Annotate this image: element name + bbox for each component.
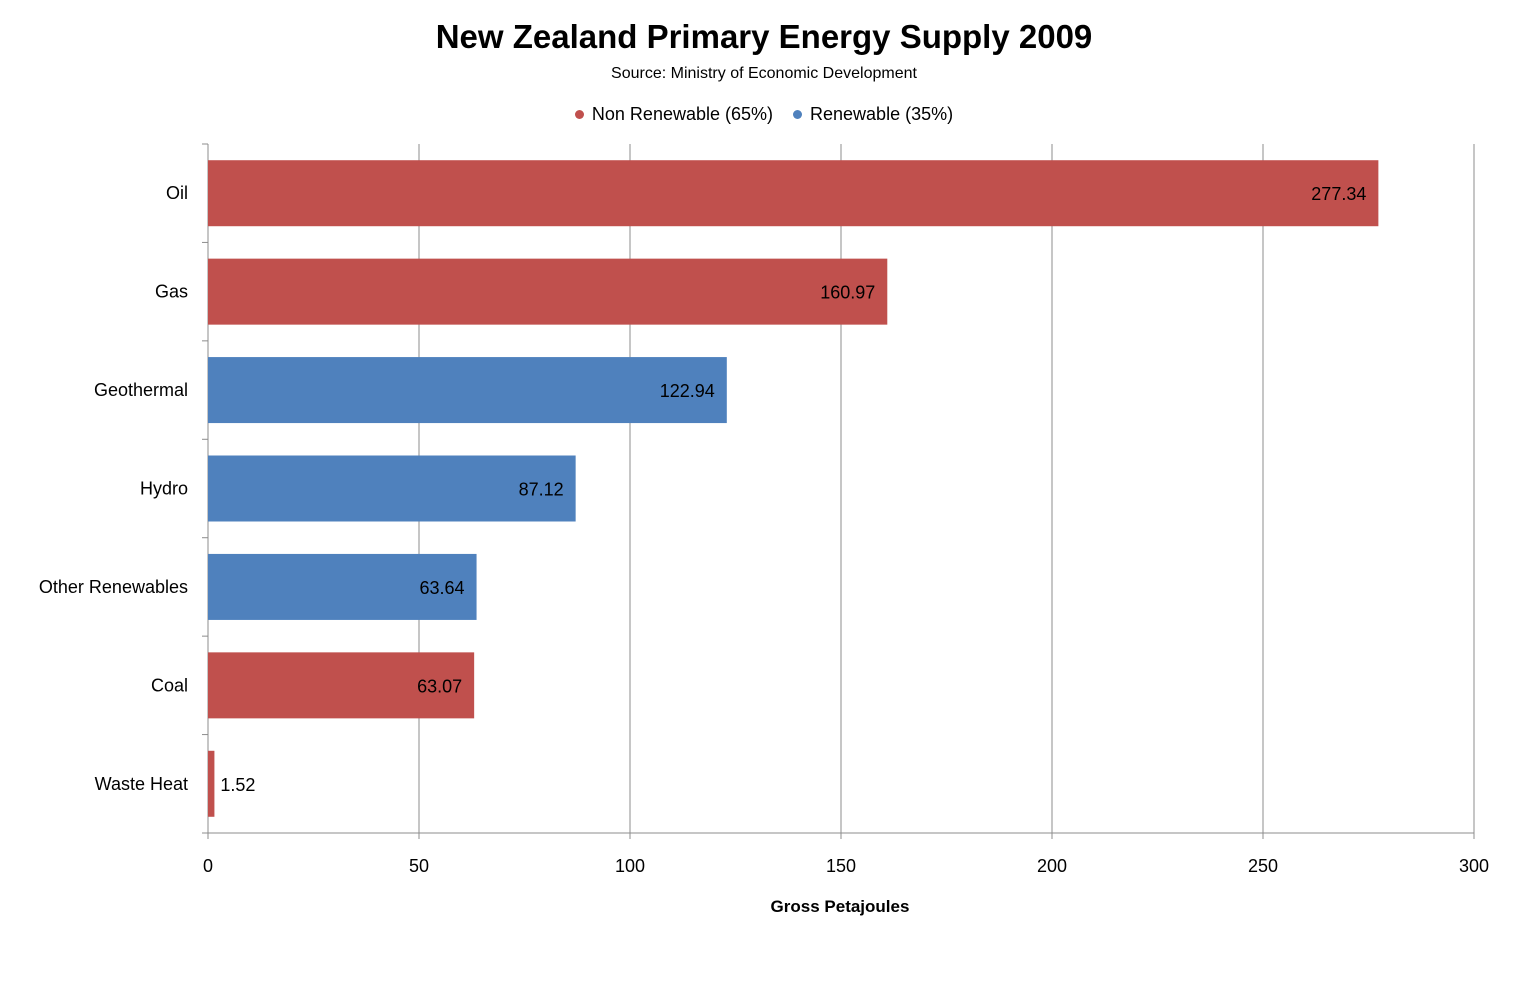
legend-label-renewable: Renewable (35%) — [810, 104, 954, 124]
category-label-oil: Oil — [166, 183, 188, 203]
data-label-other-renewables: 63.64 — [420, 578, 465, 598]
legend-item-renewable: Renewable (35%) — [793, 104, 953, 125]
data-label-oil: 277.34 — [1311, 184, 1366, 204]
data-label-gas: 160.97 — [820, 283, 875, 303]
legend-swatch-non-renewable — [574, 110, 584, 119]
bar-geothermal — [208, 357, 727, 424]
x-tick-label: 100 — [615, 856, 645, 876]
bar-gas — [208, 258, 888, 325]
data-label-waste-heat: 1.52 — [220, 775, 255, 795]
category-label-coal: Coal — [151, 675, 188, 695]
x-tick-label: 300 — [1459, 856, 1489, 876]
category-label-waste-heat: Waste Heat — [95, 774, 188, 794]
data-label-geothermal: 122.94 — [660, 381, 715, 401]
bar-waste-heat — [208, 750, 215, 817]
x-tick-label: 250 — [1248, 856, 1278, 876]
bar-hydro — [208, 455, 576, 522]
bar-coal — [208, 652, 475, 719]
bar-other-renewables — [208, 553, 477, 620]
legend: Non Renewable (65%) Renewable (35%) — [0, 104, 1528, 125]
data-label-hydro: 87.12 — [519, 480, 564, 500]
data-label-coal: 63.07 — [417, 676, 462, 696]
legend-item-non-renewable: Non Renewable (65%) — [574, 104, 774, 125]
legend-label-non-renewable: Non Renewable (65%) — [591, 104, 774, 124]
chart-title: New Zealand Primary Energy Supply 2009 — [435, 18, 1093, 55]
chart-subtitle: Source: Ministry of Economic Development — [611, 65, 917, 82]
x-tick-label: 150 — [826, 856, 856, 876]
category-label-hydro: Hydro — [140, 479, 188, 499]
x-axis-label: Gross Petajoules — [770, 897, 910, 916]
x-tick-label: 50 — [409, 856, 429, 876]
x-tick-label: 200 — [1037, 856, 1067, 876]
x-tick-label: 0 — [203, 856, 213, 876]
bar-oil — [208, 160, 1379, 227]
category-label-gas: Gas — [155, 282, 188, 302]
category-label-geothermal: Geothermal — [94, 380, 188, 400]
category-label-other-renewables: Other Renewables — [39, 577, 188, 597]
legend-swatch-renewable — [793, 110, 803, 119]
